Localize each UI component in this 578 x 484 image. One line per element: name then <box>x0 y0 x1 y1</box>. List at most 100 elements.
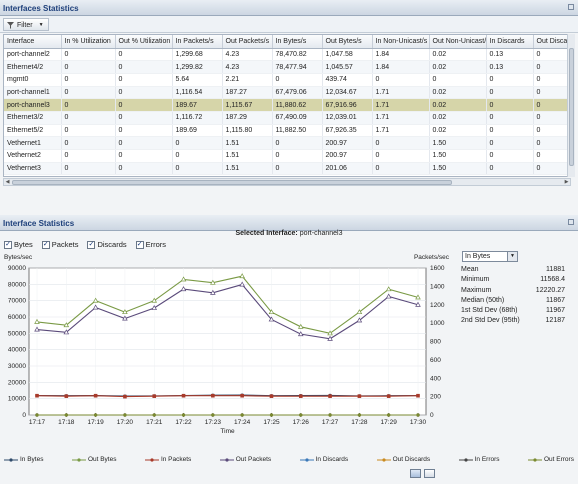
column-header[interactable]: In Packets/s <box>172 35 223 49</box>
table-row[interactable]: Vethernet1 0 0 0 1.51 0 200.97 0 1.50 0 0 <box>4 136 570 150</box>
checkbox-errors[interactable]: ✓ Errors <box>135 240 166 249</box>
table-cell: 0 <box>533 73 570 87</box>
table-row[interactable]: Vethernet3 0 0 0 1.51 0 201.06 0 1.50 0 0 <box>4 162 570 176</box>
bottom-panel-title-text: Interface Statistics <box>3 219 75 228</box>
x-tick-label: 17:25 <box>263 419 280 426</box>
column-header[interactable]: Interface <box>4 35 62 49</box>
horizontal-scrollbar[interactable]: ◀ ▶ <box>3 178 571 186</box>
data-point-out-errors <box>299 413 303 417</box>
data-point-out-packets <box>151 304 158 310</box>
collapse-icon[interactable] <box>568 219 574 225</box>
data-point-in-packets <box>64 394 69 398</box>
vertical-scrollbar[interactable] <box>567 34 575 177</box>
legend-item[interactable]: In Packets <box>144 456 191 463</box>
table-cell: port-channel1 <box>4 86 62 100</box>
legend-swatch-icon <box>144 457 159 462</box>
column-header[interactable]: In Discards <box>486 35 534 49</box>
table-row[interactable]: port-channel1 0 0 1,116.54 187.27 67,479.06 12… <box>4 86 570 100</box>
scroll-thumb[interactable] <box>569 48 574 166</box>
table-cell: 5.64 <box>172 73 223 87</box>
legend-item[interactable]: Out Bytes <box>71 456 116 463</box>
table-view-icon[interactable] <box>424 469 435 478</box>
table-cell: 0 <box>61 86 116 100</box>
column-header[interactable]: In Non-Unicast/s <box>372 35 430 49</box>
x-tick-label: 17:30 <box>410 419 427 426</box>
scroll-left-icon[interactable]: ◀ <box>5 179 10 185</box>
legend-item[interactable]: Out Discards <box>376 456 430 463</box>
checkbox-discards[interactable]: ✓ Discards <box>87 240 127 249</box>
table-cell: 0 <box>486 124 534 138</box>
units-select[interactable]: In Bytes ▼ <box>462 251 518 262</box>
scroll-right-icon[interactable]: ▶ <box>564 179 569 185</box>
table-row[interactable]: Ethernet5/2 0 0 189.69 1,115.80 11,882.50 67,9… <box>4 124 570 138</box>
checkbox-box[interactable]: ✓ <box>135 240 144 249</box>
checkbox-bytes[interactable]: ✓ Bytes <box>4 240 33 249</box>
legend-swatch-icon <box>527 457 542 462</box>
data-point-out-errors <box>269 413 274 417</box>
checkbox-box[interactable]: ✓ <box>41 240 50 249</box>
legend-label: In Bytes <box>20 456 44 463</box>
data-point-in-packets <box>416 393 420 398</box>
table-cell: 0 <box>533 98 570 112</box>
table-row[interactable]: port-channel3 0 0 189.67 1,115.67 11,880.62 67… <box>4 98 570 112</box>
table-cell: 0 <box>486 73 534 87</box>
table-cell: 0 <box>172 149 223 163</box>
y-tick-label-left: 40000 <box>8 347 26 354</box>
table-cell: 189.69 <box>172 124 223 138</box>
column-header[interactable]: Out % Utilization <box>115 35 173 49</box>
legend-swatch-icon <box>219 457 234 462</box>
table-cell: 0 <box>486 136 534 150</box>
table-cell: 0 <box>486 98 534 112</box>
legend-item[interactable]: In Bytes <box>4 456 43 463</box>
table-row[interactable]: Ethernet3/2 0 0 1,116.72 187.29 67,490.09 12,0… <box>4 111 570 125</box>
checkbox-box[interactable]: ✓ <box>4 240 12 249</box>
table-cell: 187.27 <box>222 86 273 100</box>
y-tick-label-left: 30000 <box>8 363 26 370</box>
column-header[interactable]: In Bytes/s <box>272 35 323 49</box>
data-point-out-errors <box>64 413 68 417</box>
table-row[interactable]: Ethernet4/2 0 0 1,299.82 4.23 78,477.94 1,045.… <box>4 60 570 74</box>
column-header[interactable]: Out Discards <box>533 35 570 49</box>
checkbox-packets[interactable]: ✓ Packets <box>41 240 79 249</box>
table-cell: 0 <box>372 162 430 176</box>
legend-item[interactable]: In Discards <box>299 456 348 463</box>
table-cell: 1.51 <box>222 162 273 176</box>
table-cell: 0 <box>61 124 116 138</box>
stat-value: 12187 <box>545 317 565 325</box>
stat-value: 11568.4 <box>540 276 565 284</box>
checkbox-label: Bytes <box>14 240 33 249</box>
data-point-out-errors <box>152 413 156 417</box>
stat-value: 11867 <box>546 296 565 304</box>
table-row[interactable]: mgmt0 0 0 5.64 2.21 0 439.74 0 0 0 0 <box>4 73 570 87</box>
legend-item[interactable]: Out Errors <box>527 456 574 463</box>
chart-view-icon[interactable] <box>410 469 421 478</box>
data-point-out-bytes <box>63 322 70 328</box>
legend-item[interactable]: Out Packets <box>219 456 271 463</box>
filter-button[interactable]: Filter ▼ <box>3 18 49 31</box>
table-cell: 1.84 <box>372 60 430 74</box>
data-point-in-packets <box>181 393 186 398</box>
column-header[interactable]: Out Bytes/s <box>322 35 373 49</box>
column-header[interactable]: Out Packets/s <box>222 35 273 49</box>
checkbox-label: Packets <box>51 240 79 249</box>
data-point-in-packets <box>240 393 244 398</box>
legend-item[interactable]: In Errors <box>458 456 500 463</box>
y-tick-label-left: 50000 <box>8 330 26 337</box>
y-tick-label-right: 1000 <box>430 320 445 327</box>
table-row[interactable]: Vethernet2 0 0 0 1.51 0 200.97 0 1.50 0 0 <box>4 149 570 163</box>
table-cell: 0 <box>533 149 570 163</box>
collapse-icon[interactable] <box>568 4 574 10</box>
table-cell: Vethernet1 <box>4 136 62 150</box>
table-cell: 0 <box>115 98 173 112</box>
scroll-thumb[interactable] <box>12 180 452 185</box>
table-cell: Vethernet2 <box>4 149 62 163</box>
table-row[interactable]: port-channel2 0 0 1,299.68 4.23 78,470.82 1,04… <box>4 48 570 62</box>
column-header[interactable]: In % Utilization <box>61 35 116 49</box>
table-cell: mgmt0 <box>4 73 62 87</box>
table-cell: 11,880.62 <box>272 98 323 112</box>
data-point-out-bytes <box>34 318 40 324</box>
column-header[interactable]: Out Non-Unicast/s <box>429 35 487 49</box>
chevron-down-icon[interactable]: ▼ <box>507 252 517 261</box>
checkbox-box[interactable]: ✓ <box>87 240 96 249</box>
filter-icon <box>7 21 14 29</box>
